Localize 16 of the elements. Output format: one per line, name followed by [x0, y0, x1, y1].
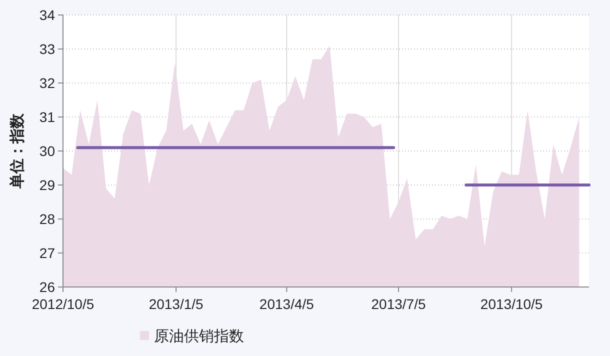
y-tick-label: 27: [39, 245, 56, 261]
y-tick-label: 32: [39, 75, 56, 91]
y-axis-title: 单位：指数: [9, 112, 26, 190]
y-tick-label: 34: [39, 7, 56, 23]
y-tick-label: 29: [39, 177, 56, 193]
x-tick-label: 2013/10/5: [480, 296, 543, 312]
x-tick-label: 2013/4/5: [259, 296, 314, 312]
y-tick-label: 30: [39, 143, 56, 159]
y-tick-label: 26: [39, 279, 56, 295]
y-tick-label: 31: [39, 109, 56, 125]
x-tick-label: 2012/10/5: [32, 296, 94, 312]
legend-label: 原油供销指数: [154, 328, 244, 345]
x-tick-label: 2013/1/5: [148, 296, 204, 312]
y-tick-label: 33: [39, 41, 56, 57]
y-tick-label: 28: [39, 211, 56, 227]
x-tick-label: 2013/7/5: [371, 296, 426, 312]
